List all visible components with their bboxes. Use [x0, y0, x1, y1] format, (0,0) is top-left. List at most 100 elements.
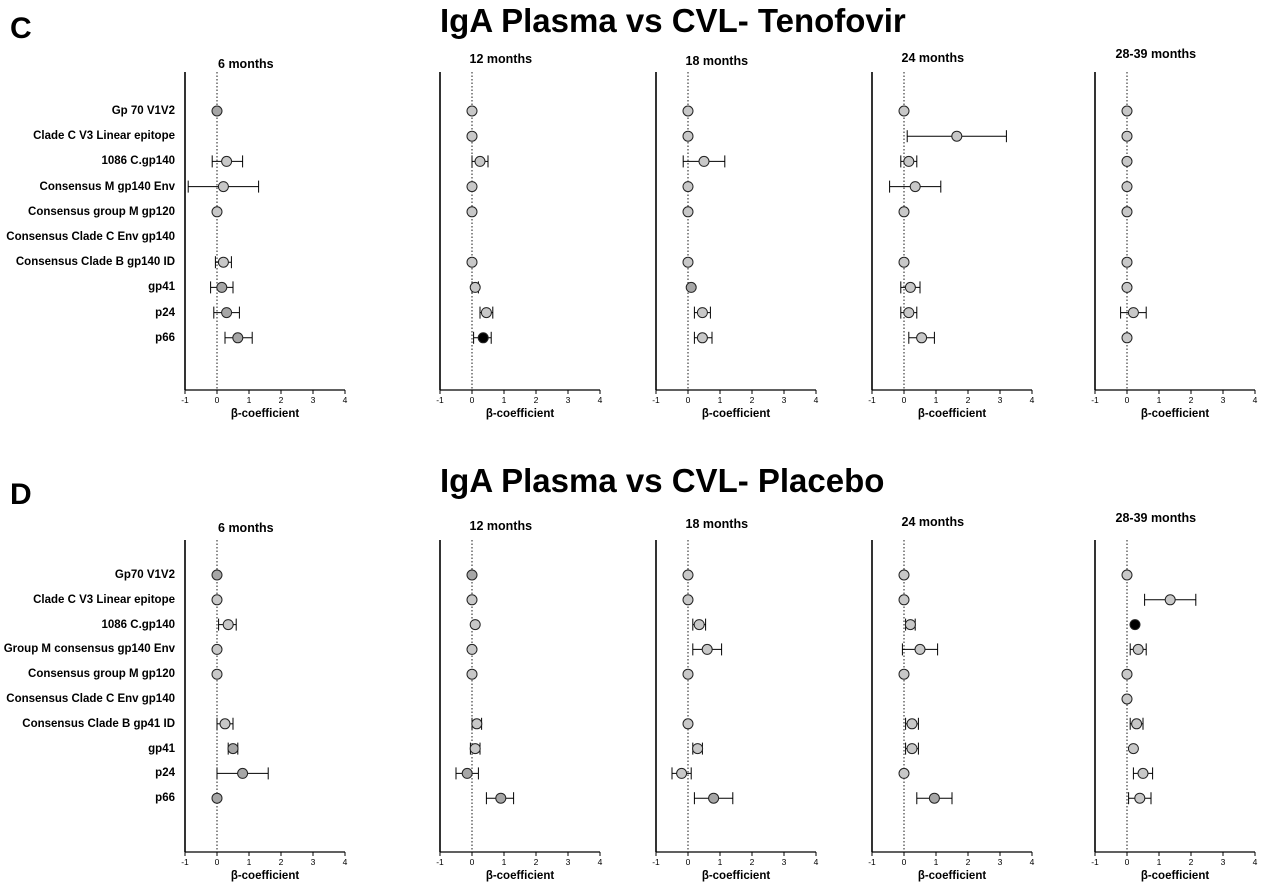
subplot-title: 24 months: [902, 515, 965, 529]
data-point: [466, 594, 478, 606]
data-point: [951, 130, 963, 142]
x-tick-label: 0: [1125, 395, 1130, 405]
category-label: Gp 70 V1V2: [111, 105, 175, 117]
x-tick-label: 3: [311, 857, 316, 867]
x-tick-label: 4: [598, 857, 603, 867]
x-tick-label: 4: [814, 857, 819, 867]
data-point: [211, 668, 223, 680]
data-point: [903, 307, 915, 319]
x-tick-label: 3: [782, 857, 787, 867]
x-tick-label: 4: [598, 395, 603, 405]
data-point: [909, 181, 921, 193]
x-tick-label: 2: [279, 857, 284, 867]
data-point: [685, 281, 697, 293]
x-tick-label: 0: [902, 857, 907, 867]
x-tick-label: 4: [1253, 857, 1258, 867]
x-tick-label: 3: [566, 857, 571, 867]
data-point: [1121, 181, 1133, 193]
data-point: [1121, 155, 1133, 167]
x-tick-label: 3: [782, 395, 787, 405]
subplot-title: 28-39 months: [1116, 47, 1197, 61]
data-point: [701, 643, 713, 655]
data-point: [1164, 594, 1176, 606]
data-point: [693, 619, 705, 631]
category-label: gp41: [148, 281, 175, 294]
data-point: [466, 206, 478, 218]
x-tick-label: 3: [998, 395, 1003, 405]
data-point: [211, 206, 223, 218]
data-point: [898, 767, 910, 779]
data-point: [906, 718, 918, 730]
category-label: p66: [155, 331, 175, 344]
data-point: [1121, 281, 1133, 293]
x-tick-label: -1: [1091, 857, 1099, 867]
data-point: [898, 569, 910, 581]
panel-letter-c: C: [10, 12, 32, 45]
x-axis-label: β-coefficient: [702, 870, 771, 882]
x-axis-label: β-coefficient: [918, 870, 987, 882]
subplot-2: 18 months -1 0 1 2 3 4 β-coefficient: [652, 54, 818, 420]
subplot-title: 18 months: [686, 54, 749, 68]
subplot-1: 12 months -1 0 1 2 3 4 β-coefficient: [436, 52, 602, 420]
x-tick-label: 0: [902, 395, 907, 405]
x-tick-label: 1: [718, 395, 723, 405]
data-point: [232, 332, 244, 344]
data-point: [495, 792, 507, 804]
data-point: [1121, 206, 1133, 218]
panel-title-tenofovir: IgA Plasma vs CVL- Tenofovir: [440, 2, 906, 39]
x-axis-label: β-coefficient: [702, 408, 771, 420]
category-label: Consensus group M gp120: [28, 205, 175, 218]
data-point: [698, 155, 710, 167]
subplot-title: 24 months: [902, 51, 965, 65]
data-point: [466, 130, 478, 142]
data-point: [903, 155, 915, 167]
data-point: [682, 569, 694, 581]
x-axis-label: β-coefficient: [486, 870, 555, 882]
data-point: [898, 256, 910, 268]
x-tick-label: 4: [343, 395, 348, 405]
data-point: [696, 332, 708, 344]
subplot-0: 6 months -1 0 1 2 3 4 β-coefficient: [181, 57, 347, 420]
data-point: [1127, 743, 1139, 755]
data-point: [1121, 693, 1133, 705]
category-label: Clade C V3 Linear epitope: [33, 593, 175, 606]
subplot-0: 6 months -1 0 1 2 3 4 β-coefficient: [181, 521, 347, 882]
subplot-4: 28-39 months -1 0 1 2 3 4 β-coefficient: [1091, 47, 1257, 420]
data-point: [898, 105, 910, 117]
x-tick-label: 2: [534, 395, 539, 405]
x-axis-label: β-coefficient: [1141, 408, 1210, 420]
data-point: [1121, 105, 1133, 117]
data-point: [221, 307, 233, 319]
data-point: [682, 256, 694, 268]
x-tick-label: 1: [502, 857, 507, 867]
data-point: [466, 569, 478, 581]
data-point: [898, 594, 910, 606]
category-label: p24: [155, 767, 175, 780]
x-tick-label: 3: [311, 395, 316, 405]
data-point: [928, 792, 940, 804]
data-point: [682, 105, 694, 117]
x-tick-label: 1: [247, 395, 252, 405]
data-point: [682, 206, 694, 218]
x-tick-label: 4: [343, 857, 348, 867]
x-tick-label: 2: [1189, 395, 1194, 405]
subplot-title: 6 months: [218, 521, 274, 535]
x-tick-label: -1: [181, 857, 189, 867]
x-tick-label: -1: [868, 857, 876, 867]
category-label: Consensus group M gp120: [28, 668, 175, 681]
x-tick-label: 1: [502, 395, 507, 405]
x-tick-label: 2: [966, 857, 971, 867]
x-tick-label: -1: [868, 395, 876, 405]
category-label: Gp70 V1V2: [114, 569, 175, 581]
x-tick-label: 1: [247, 857, 252, 867]
x-tick-label: 3: [1221, 395, 1226, 405]
data-point: [682, 594, 694, 606]
data-point: [480, 307, 492, 319]
data-point: [469, 743, 481, 755]
x-tick-label: 1: [934, 395, 939, 405]
panel-title-placebo: IgA Plasma vs CVL- Placebo: [440, 462, 885, 499]
data-point: [211, 792, 223, 804]
x-tick-label: 0: [686, 857, 691, 867]
data-point: [1137, 767, 1149, 779]
